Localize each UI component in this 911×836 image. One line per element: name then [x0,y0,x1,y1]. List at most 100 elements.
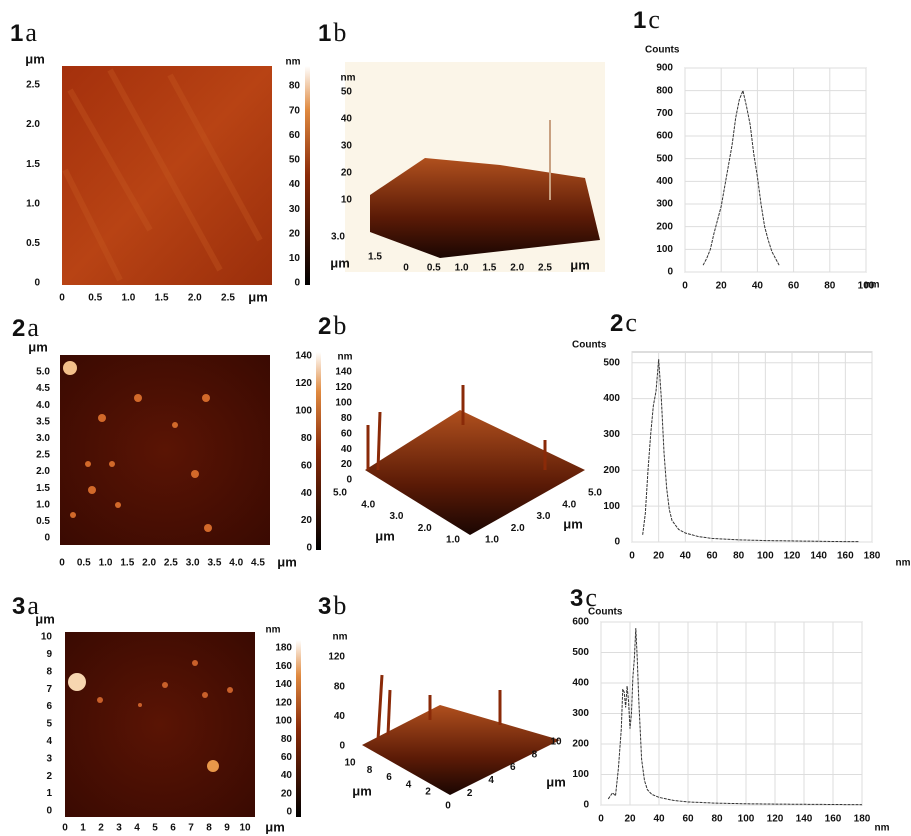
x-unit: μm [277,554,297,569]
y-tick-label: 100 [603,501,620,512]
y-tick-label: 0.5 [26,238,40,249]
y-tick-label: 1.0 [26,198,40,209]
histogram-line [702,88,780,266]
left-unit: μm [330,255,350,270]
right-tick-label: 2.5 [538,263,552,274]
y-tick-label: 600 [656,131,673,142]
x-tick-label: 120 [767,814,784,825]
bar-tick-label: 100 [295,405,312,416]
x-tick-label: 0 [682,281,688,292]
image-particles [68,660,233,772]
z-tick-label: 120 [328,652,345,663]
bar-tick-label: 120 [275,697,292,708]
panel-number: 1 [10,20,23,47]
panel-number: 1 [633,7,646,34]
z-tick-label: 20 [341,168,353,179]
z-tick-label: 40 [341,444,353,455]
left-tick-label: 8 [367,765,373,776]
right-tick-label: 1.0 [485,535,499,546]
y-tick-label: 4.0 [36,400,50,411]
bar-tick-label: 140 [295,351,312,362]
x-tick-label: 180 [864,551,881,562]
panel-letter: b [333,311,346,340]
bar-tick-label: 40 [301,488,313,499]
panel-label: 1c [633,5,660,34]
panel-number: 3 [570,585,583,612]
right-unit: μm [546,774,566,789]
x-tick-label: 20 [624,814,636,825]
surface [362,705,560,795]
right-tick-label: 5.0 [588,488,602,499]
x-tick-label: 60 [706,551,718,562]
bar-unit: nm [266,625,281,636]
left-tick-label: 10 [344,758,356,769]
y-axis-label: Counts [645,45,680,56]
panel-label: 3b [318,591,346,620]
x-tick-label: 2.0 [188,293,202,304]
x-axis-label: nm [875,823,890,834]
bar-tick-label: 0 [306,543,312,554]
y-unit: μm [28,339,48,354]
left-tick-label: 1.5 [368,252,382,263]
surface-spikes [366,385,547,471]
bar-tick-label: 0 [294,278,300,289]
afm-image [65,632,255,817]
y-tick-label: 4 [46,736,52,747]
surface-spikes [376,674,502,741]
x-tick-label: 4.5 [251,558,265,569]
y-tick-label: 100 [656,244,673,255]
z-unit: nm [338,352,353,363]
color-bar [296,640,301,817]
left-tick-label: 4 [406,779,412,790]
image-particles [63,361,212,532]
bar-tick-label: 160 [275,661,292,672]
z-tick-label: 0 [346,475,352,486]
y-tick-label: 4.5 [36,383,50,394]
panel-number: 3 [318,593,331,620]
right-tick-label: 2 [467,788,473,799]
y-tick-label: 0 [583,800,589,811]
y-tick-label: 5 [46,719,52,730]
x-axis-label: nm [896,558,911,569]
y-tick-label: 400 [603,393,620,404]
x-tick-label: 100 [738,814,755,825]
x-tick-label: 20 [716,281,728,292]
panel-letter: a [25,18,37,47]
z-tick-label: 0 [339,741,345,752]
x-tick-label: 140 [810,551,827,562]
y-tick-label: 900 [656,63,673,74]
plot-frame [684,67,867,273]
panel-number: 2 [12,315,25,342]
y-tick-label: 800 [656,85,673,96]
x-tick-label: 7 [188,823,194,834]
histogram-line [607,628,863,806]
y-tick-label: 1.0 [36,499,50,510]
y-tick-label: 200 [656,221,673,232]
left-tick-label: 5.0 [333,488,347,499]
right-tick-label: 8 [532,749,538,760]
y-tick-label: 500 [572,647,589,658]
y-tick-label: 0 [614,537,620,548]
x-tick-label: 0.5 [77,558,91,569]
y-tick-label: 6 [46,701,52,712]
x-tick-label: 4.0 [229,558,243,569]
y-tick-label: 300 [656,199,673,210]
x-tick-label: 0 [59,293,65,304]
bar-tick-label: 80 [289,81,301,92]
bar-tick-label: 100 [275,716,292,727]
x-tick-label: 3.0 [186,558,200,569]
x-tick-label: 9 [224,823,230,834]
x-tick-label: 0 [59,558,65,569]
y-tick-label: 7 [46,684,52,695]
x-tick-label: 6 [170,823,176,834]
left-tick-label: 3.0 [331,232,345,243]
x-tick-label: 80 [824,281,836,292]
x-tick-label: 2.0 [142,558,156,569]
x-tick-label: 3.5 [207,558,221,569]
panel-letter: c [585,583,597,612]
x-unit: μm [248,289,268,304]
y-tick-label: 500 [656,153,673,164]
x-tick-label: 40 [680,551,692,562]
panel-number: 2 [318,313,331,340]
